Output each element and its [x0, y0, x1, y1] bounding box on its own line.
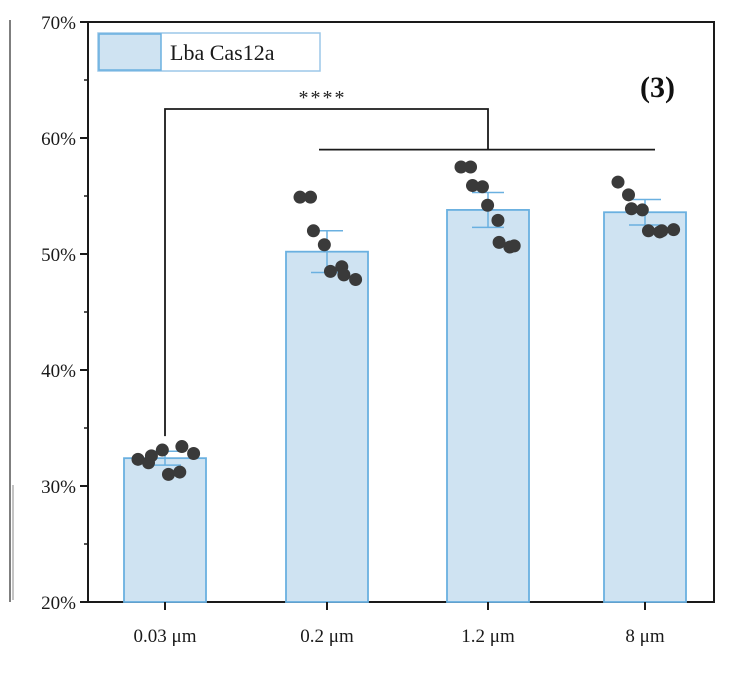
legend-box — [97, 32, 321, 72]
x-axis: 0.03 μm 0.2 μm 1.2 μm 8 μm — [134, 602, 665, 647]
x-tick-label: 1.2 μm — [461, 626, 515, 647]
error-bars-layer — [149, 191, 661, 466]
bar — [603, 211, 687, 603]
significance-bracket: **** — [164, 87, 655, 437]
x-tick-label: 0.03 μm — [134, 626, 197, 647]
data-point — [611, 175, 625, 189]
y-tick-label: 30% — [41, 477, 76, 498]
y-axis: 20% 30% 40% 50% 60% 70% — [41, 13, 88, 614]
data-point — [187, 447, 201, 461]
bars-layer — [123, 209, 687, 603]
x-tick-label: 0.2 μm — [300, 626, 354, 647]
data-point — [635, 203, 649, 217]
data-point — [492, 235, 506, 249]
bar — [123, 457, 207, 603]
data-point — [475, 180, 489, 194]
data-point — [464, 160, 478, 174]
data-point — [337, 268, 351, 282]
bar — [285, 250, 369, 603]
points-layer — [131, 160, 681, 481]
y-tick-label: 70% — [41, 13, 76, 34]
data-point — [667, 223, 681, 237]
data-point — [624, 202, 638, 216]
data-point — [655, 224, 669, 238]
data-point — [466, 179, 479, 193]
data-point — [507, 239, 521, 253]
data-point — [641, 224, 655, 238]
data-point — [155, 443, 169, 457]
panel-label: (3) — [640, 71, 675, 104]
data-point — [622, 188, 636, 202]
legend: Lba Cas12a — [97, 32, 321, 72]
y-tick-label: 60% — [41, 129, 76, 150]
legend-label: Lba Cas12a — [170, 40, 275, 65]
data-point — [173, 465, 187, 479]
bar — [446, 209, 530, 603]
legend-swatch — [98, 33, 162, 71]
data-point — [131, 452, 145, 466]
data-point — [454, 160, 468, 174]
data-point — [161, 467, 175, 481]
data-point — [293, 190, 307, 204]
y-tick-label: 50% — [41, 245, 76, 266]
significance-label: **** — [299, 87, 347, 109]
data-point — [481, 198, 495, 212]
data-point — [317, 238, 331, 252]
bracket-main — [164, 108, 489, 437]
data-point — [491, 213, 505, 227]
data-point — [144, 449, 158, 463]
data-point — [323, 264, 337, 278]
data-point — [306, 224, 320, 238]
data-point — [175, 440, 189, 454]
data-point — [349, 273, 363, 287]
x-tick-label: 8 μm — [625, 626, 664, 647]
data-point — [304, 190, 318, 204]
y-tick-label: 40% — [41, 361, 76, 382]
y-tick-label: 20% — [41, 593, 76, 614]
